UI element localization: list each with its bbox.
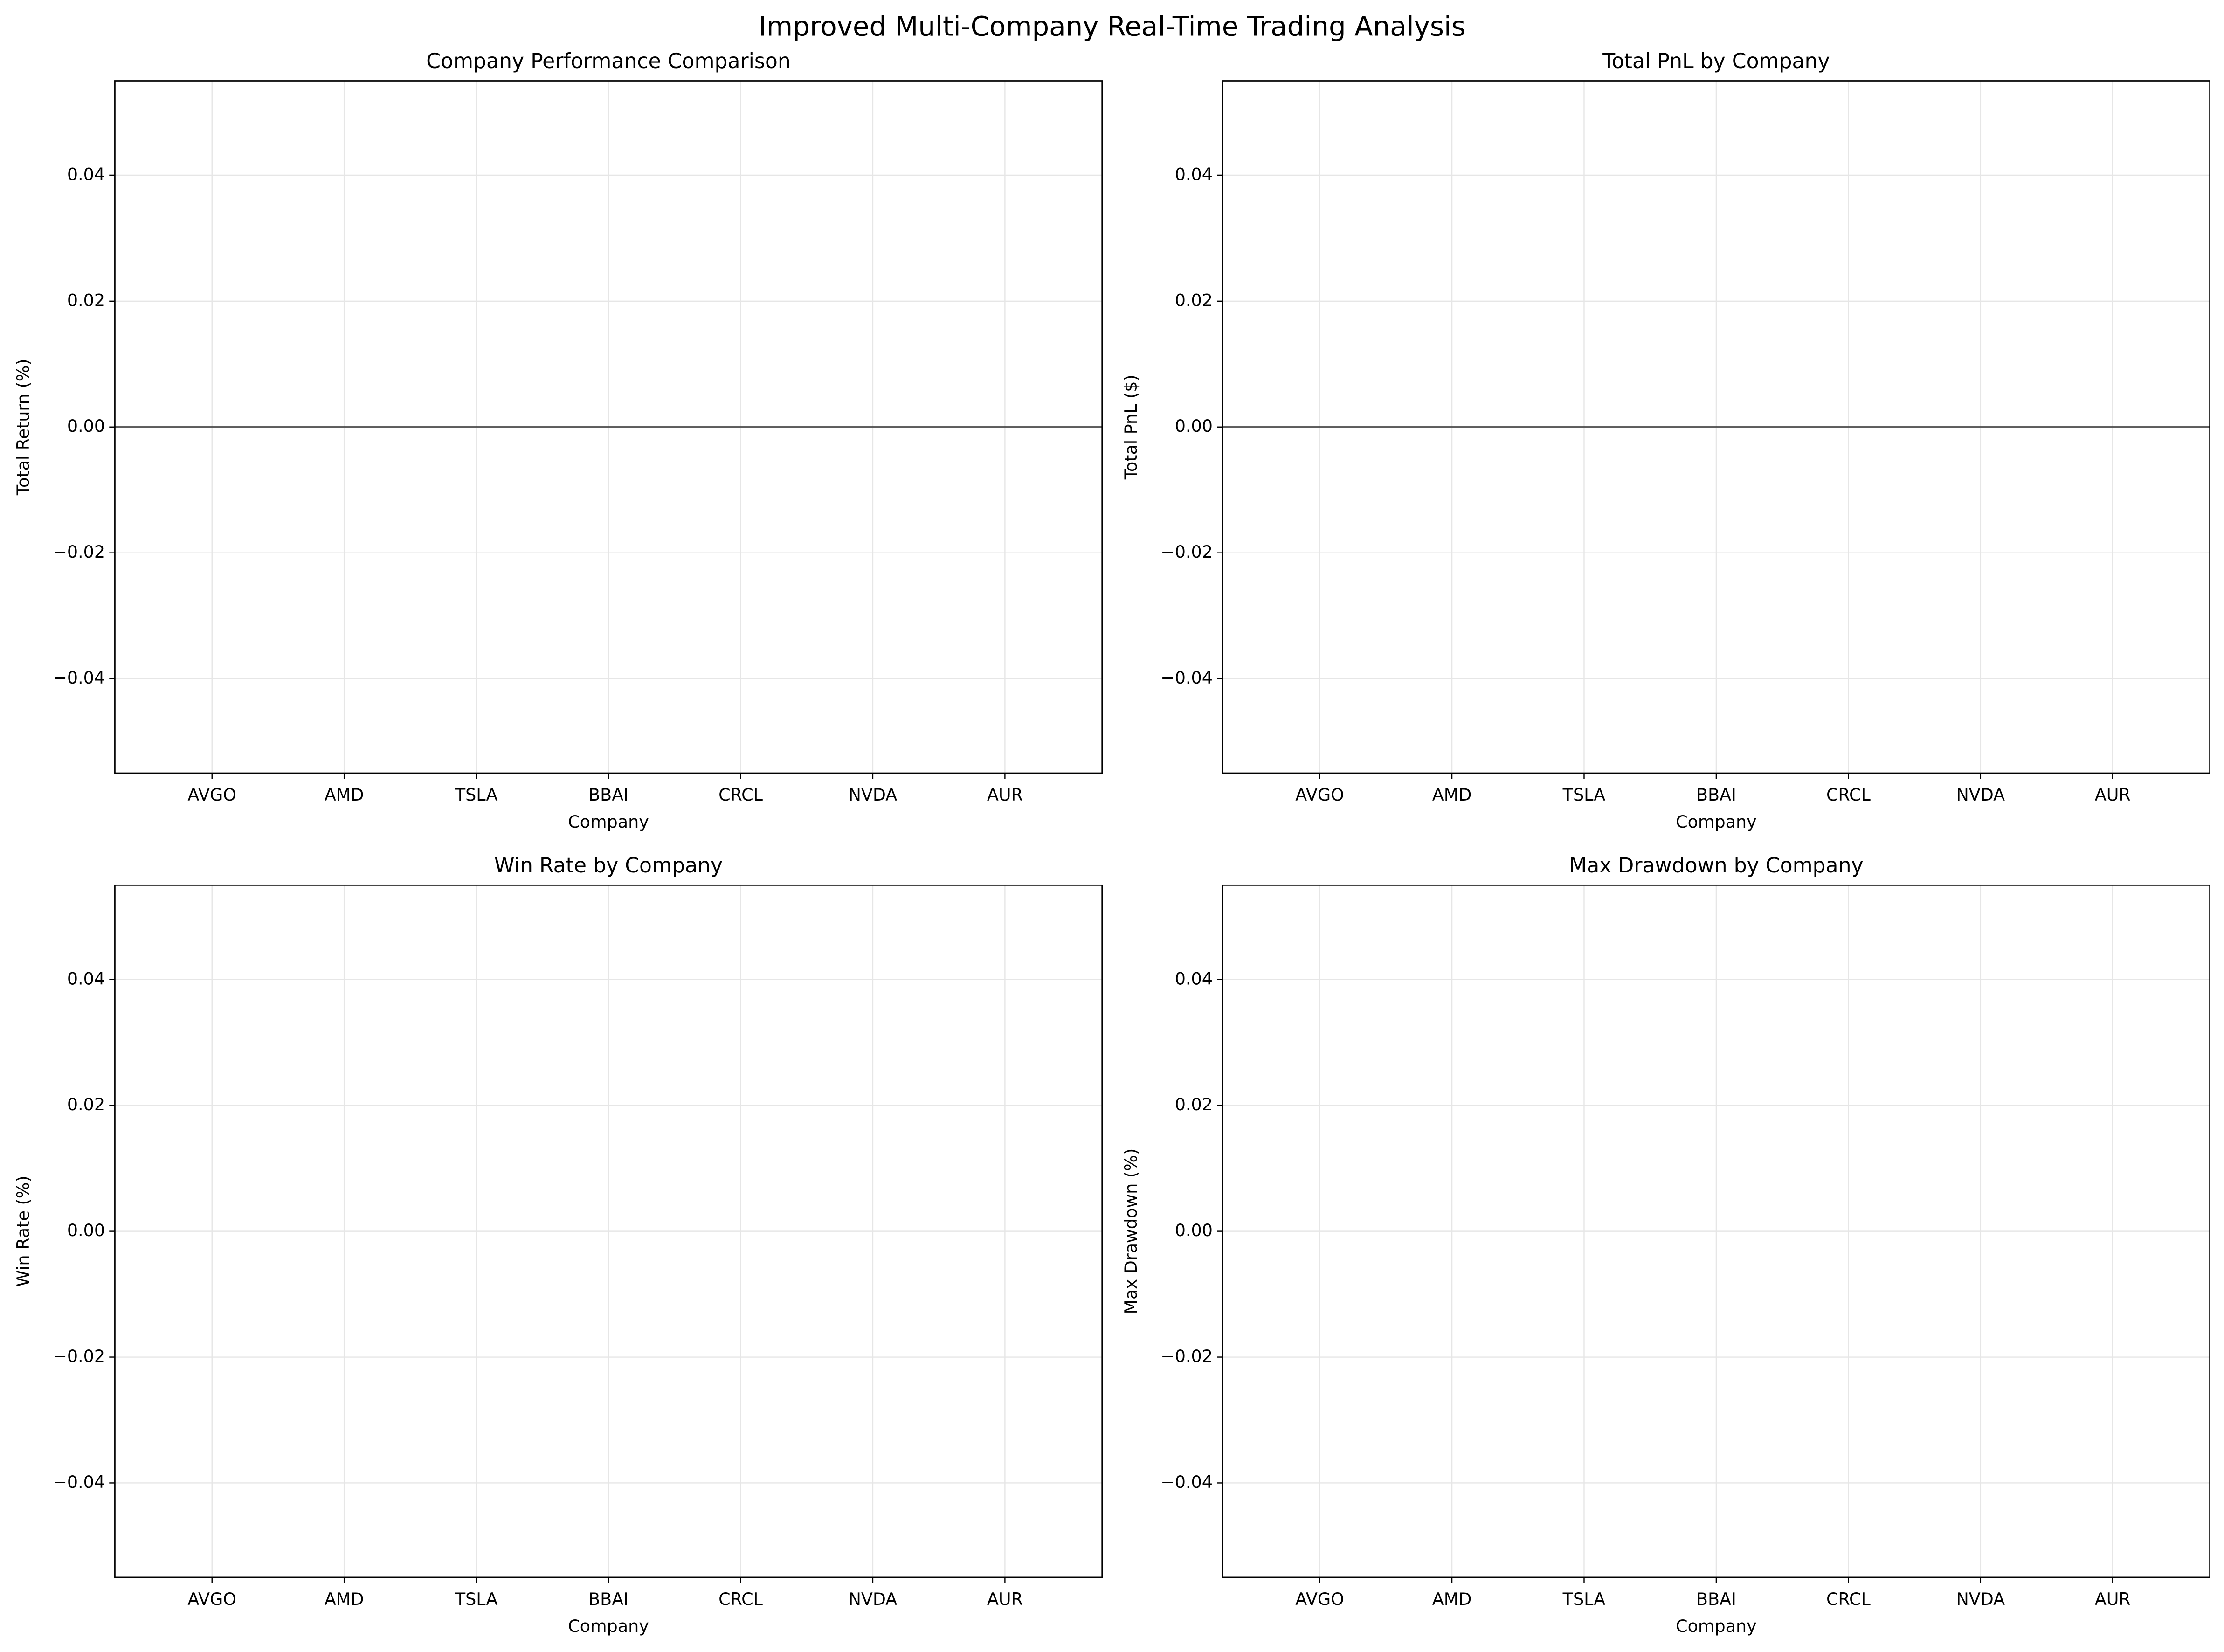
subplot: −0.04 −0.02 0.00 0.02 0.04 AVGO AMD TSLA BBAI CRC… [13,854,1103,1636]
x-tick-label: TSLA [455,785,498,805]
y-tick-label: 0.02 [67,290,105,310]
y-tick-label: 0.00 [1175,1220,1213,1240]
y-tick-label: 0.04 [1175,968,1213,988]
y-tick-label: −0.02 [1160,542,1213,562]
x-tick-label: NVDA [849,1589,898,1609]
x-tick-label: AVGO [1295,785,1344,805]
x-tick-label: BBAI [588,785,629,805]
y-tick-label: 0.00 [67,416,105,436]
y-tick-label: −0.04 [1160,668,1213,688]
y-tick-label: 0.04 [67,968,105,988]
x-axis-label: Company [1676,812,1757,832]
x-tick-label: AVGO [187,785,236,805]
x-tick-label: NVDA [1956,1589,2005,1609]
y-tick-label: −0.02 [53,1346,105,1366]
x-tick-label: TSLA [1562,785,1606,805]
x-tick-label: AUR [987,785,1023,805]
x-tick-label: AMD [325,1589,364,1609]
subplot: −0.04 −0.02 0.00 0.02 0.04 AVGO AMD TSLA BBAI CRC… [1121,854,2210,1636]
x-tick-label: AUR [2095,1589,2131,1609]
x-tick-label: AUR [987,1589,1023,1609]
x-tick-label: CRCL [718,1589,763,1609]
y-tick-label: −0.04 [1160,1472,1213,1492]
x-tick-label: BBAI [588,1589,629,1609]
y-tick-label: 0.02 [1175,1094,1213,1114]
x-tick-label: TSLA [455,1589,498,1609]
subplot-title: Total PnL by Company [1602,49,1830,73]
x-tick-label: TSLA [1562,1589,1606,1609]
x-tick-label: BBAI [1696,785,1736,805]
y-tick-label: 0.04 [1175,164,1213,184]
x-tick-label: NVDA [1956,785,2005,805]
subplot-title: Company Performance Comparison [426,49,790,73]
x-axis-label: Company [568,1616,649,1636]
x-tick-label: AMD [1432,1589,1472,1609]
x-tick-label: CRCL [718,785,763,805]
y-tick-label: −0.02 [53,542,105,562]
x-tick-label: AUR [2095,785,2131,805]
axes-frame [1222,884,2210,1578]
axes-frame [114,884,1103,1578]
x-tick-label: AMD [1432,785,1472,805]
x-axis-label: Company [1676,1616,1757,1636]
y-tick-label: −0.02 [1160,1346,1213,1366]
axes-frame [114,80,1103,774]
subplot: −0.04 −0.02 0.00 0.02 0.04 AVGO AMD TSLA BBAI CRC… [13,49,1103,832]
y-tick-label: −0.04 [53,668,105,688]
y-axis-label: Max Drawdown (%) [1121,1148,1141,1314]
y-axis-label: Total Return (%) [13,359,33,496]
subplot: −0.04 −0.02 0.00 0.02 0.04 AVGO AMD TSLA BBAI CRC… [1121,49,2210,832]
subplot-title: Max Drawdown by Company [1569,854,1863,878]
y-tick-label: 0.00 [67,1220,105,1240]
x-tick-label: BBAI [1696,1589,1736,1609]
x-axis-label: Company [568,812,649,832]
subplot-title: Win Rate by Company [494,854,723,878]
x-tick-label: NVDA [849,785,898,805]
x-tick-label: CRCL [1826,1589,1871,1609]
y-axis-label: Win Rate (%) [13,1175,33,1287]
y-axis-label: Total PnL ($) [1121,374,1141,480]
y-tick-label: 0.02 [67,1094,105,1114]
axes-frame [1222,80,2210,774]
y-tick-label: 0.00 [1175,416,1213,436]
figure-title: Improved Multi-Company Real-Time Trading… [759,11,1465,42]
x-tick-label: AMD [325,785,364,805]
y-tick-label: 0.04 [67,164,105,184]
y-tick-label: −0.04 [53,1472,105,1492]
x-tick-label: AVGO [1295,1589,1344,1609]
x-tick-label: CRCL [1826,785,1871,805]
y-tick-label: 0.02 [1175,290,1213,310]
x-tick-label: AVGO [187,1589,236,1609]
